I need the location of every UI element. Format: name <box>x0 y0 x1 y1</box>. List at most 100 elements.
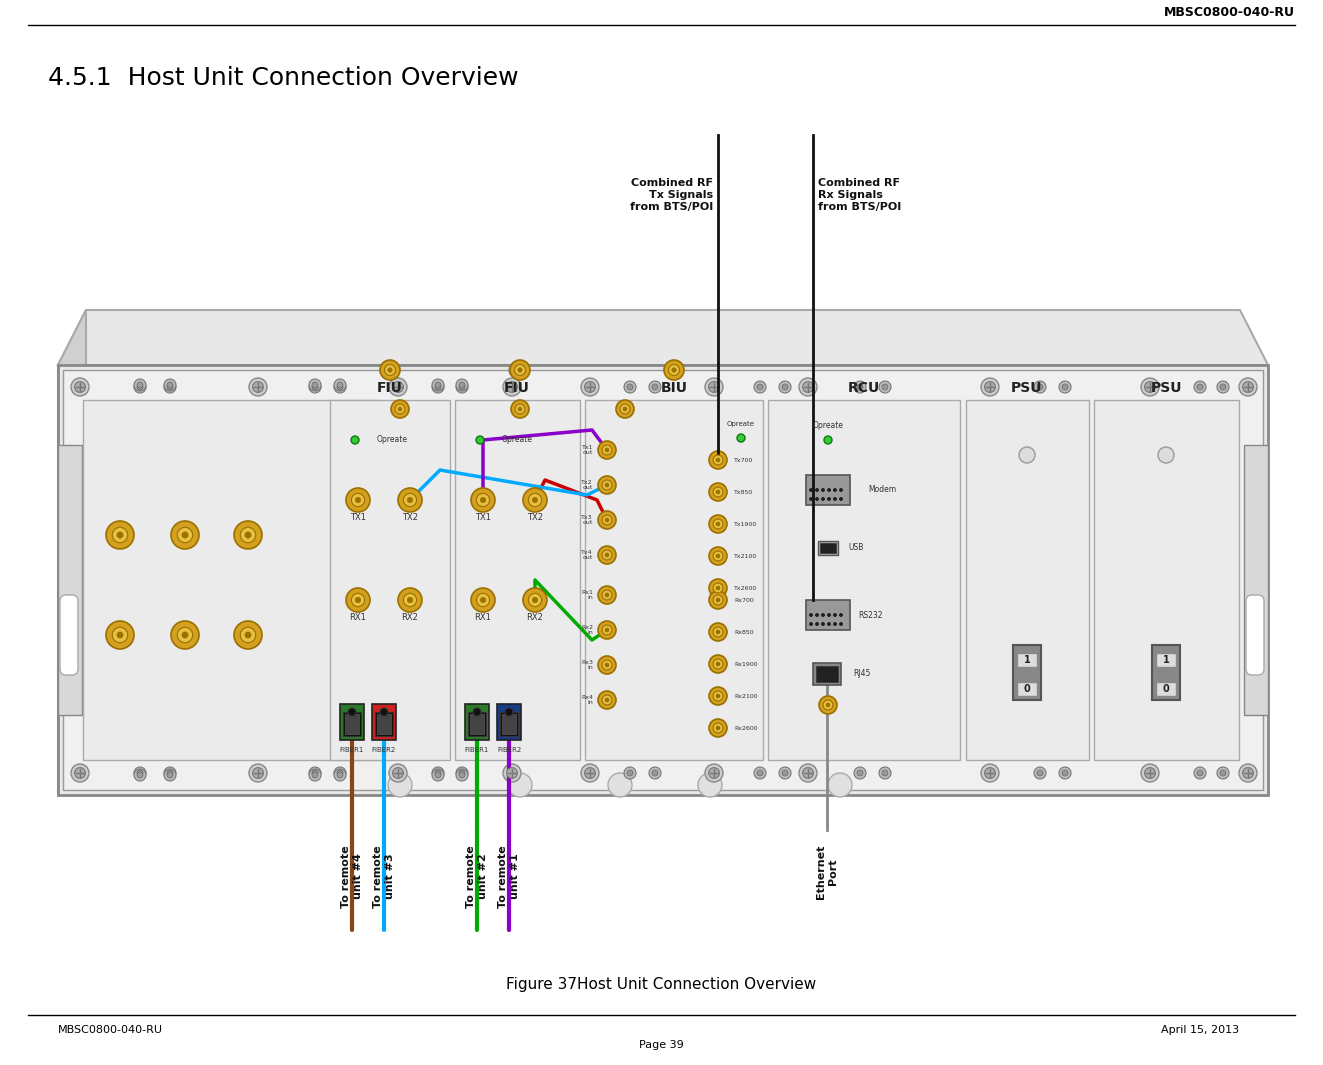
Circle shape <box>509 362 525 378</box>
Circle shape <box>480 497 486 503</box>
Circle shape <box>605 484 609 487</box>
Text: Figure 37Host Unit Connection Overview: Figure 37Host Unit Connection Overview <box>505 978 816 993</box>
Circle shape <box>456 769 468 781</box>
Text: Rx700: Rx700 <box>734 597 754 603</box>
Circle shape <box>333 379 347 391</box>
Circle shape <box>380 360 400 380</box>
Circle shape <box>627 384 632 390</box>
Circle shape <box>392 400 409 417</box>
Circle shape <box>337 382 343 388</box>
Circle shape <box>253 381 263 392</box>
Circle shape <box>333 769 347 781</box>
Circle shape <box>116 632 123 638</box>
Circle shape <box>602 445 613 455</box>
Circle shape <box>508 773 532 797</box>
Circle shape <box>1193 767 1207 779</box>
Circle shape <box>857 770 863 776</box>
Circle shape <box>980 764 999 782</box>
Text: Tx700: Tx700 <box>734 458 753 462</box>
Circle shape <box>164 769 176 781</box>
Circle shape <box>474 708 482 716</box>
Text: Rx2600: Rx2600 <box>734 725 758 731</box>
Bar <box>501 714 516 734</box>
Circle shape <box>1220 384 1226 390</box>
Circle shape <box>713 595 722 605</box>
Bar <box>1152 645 1180 700</box>
Circle shape <box>393 768 404 779</box>
Text: TX1: TX1 <box>351 513 366 523</box>
Circle shape <box>713 659 722 669</box>
Circle shape <box>167 772 173 779</box>
Circle shape <box>456 381 468 393</box>
Circle shape <box>826 703 830 707</box>
Text: MBSC0800-040-RU: MBSC0800-040-RU <box>1164 5 1295 18</box>
Circle shape <box>833 623 836 625</box>
Circle shape <box>249 378 267 396</box>
Bar <box>64 370 1263 790</box>
Circle shape <box>602 695 613 705</box>
Circle shape <box>71 764 89 782</box>
Circle shape <box>435 770 441 776</box>
Circle shape <box>503 378 521 396</box>
Bar <box>377 714 392 734</box>
Circle shape <box>398 407 402 411</box>
Circle shape <box>827 613 831 617</box>
Text: Opreate: Opreate <box>501 436 533 444</box>
Circle shape <box>517 367 523 372</box>
Circle shape <box>617 400 634 417</box>
Circle shape <box>828 773 852 797</box>
Circle shape <box>652 384 658 390</box>
Circle shape <box>833 497 836 501</box>
Bar <box>58 445 82 715</box>
Bar <box>58 365 1267 794</box>
Circle shape <box>709 591 728 609</box>
Bar <box>806 475 849 505</box>
Circle shape <box>528 493 541 507</box>
Circle shape <box>779 767 791 779</box>
Circle shape <box>664 360 684 380</box>
Bar <box>1156 653 1176 667</box>
Circle shape <box>134 769 146 781</box>
Circle shape <box>407 597 413 603</box>
Circle shape <box>598 441 617 459</box>
Circle shape <box>1144 381 1155 392</box>
Circle shape <box>716 599 720 602</box>
Circle shape <box>1197 770 1203 776</box>
Circle shape <box>167 770 173 776</box>
Circle shape <box>757 770 763 776</box>
Circle shape <box>164 379 176 391</box>
Circle shape <box>433 379 445 391</box>
Text: MBSC0800-040-RU: MBSC0800-040-RU <box>57 1025 163 1035</box>
Circle shape <box>398 488 422 512</box>
Circle shape <box>505 708 513 716</box>
Circle shape <box>602 480 613 490</box>
Circle shape <box>709 655 728 673</box>
Circle shape <box>833 613 836 617</box>
Circle shape <box>833 489 836 492</box>
Circle shape <box>1058 381 1072 393</box>
Text: PSU: PSU <box>1011 381 1043 395</box>
Circle shape <box>1140 764 1159 782</box>
Bar <box>374 712 393 736</box>
Circle shape <box>337 770 343 776</box>
Bar <box>345 714 359 734</box>
Text: RX2: RX2 <box>402 613 418 623</box>
Circle shape <box>528 593 541 607</box>
Circle shape <box>598 476 617 494</box>
Text: Page 39: Page 39 <box>639 1041 684 1050</box>
Circle shape <box>709 547 728 566</box>
Text: BIU: BIU <box>660 381 688 395</box>
Text: FIBER1: FIBER1 <box>464 747 490 753</box>
Circle shape <box>713 627 722 637</box>
Circle shape <box>435 382 441 388</box>
Circle shape <box>348 708 356 716</box>
Text: Modem: Modem <box>868 486 896 494</box>
Circle shape <box>1037 770 1043 776</box>
Bar <box>818 541 837 555</box>
Bar <box>806 600 849 630</box>
Bar <box>343 712 361 736</box>
Circle shape <box>709 579 728 597</box>
Circle shape <box>459 770 464 776</box>
Circle shape <box>709 719 728 737</box>
Circle shape <box>471 588 495 612</box>
